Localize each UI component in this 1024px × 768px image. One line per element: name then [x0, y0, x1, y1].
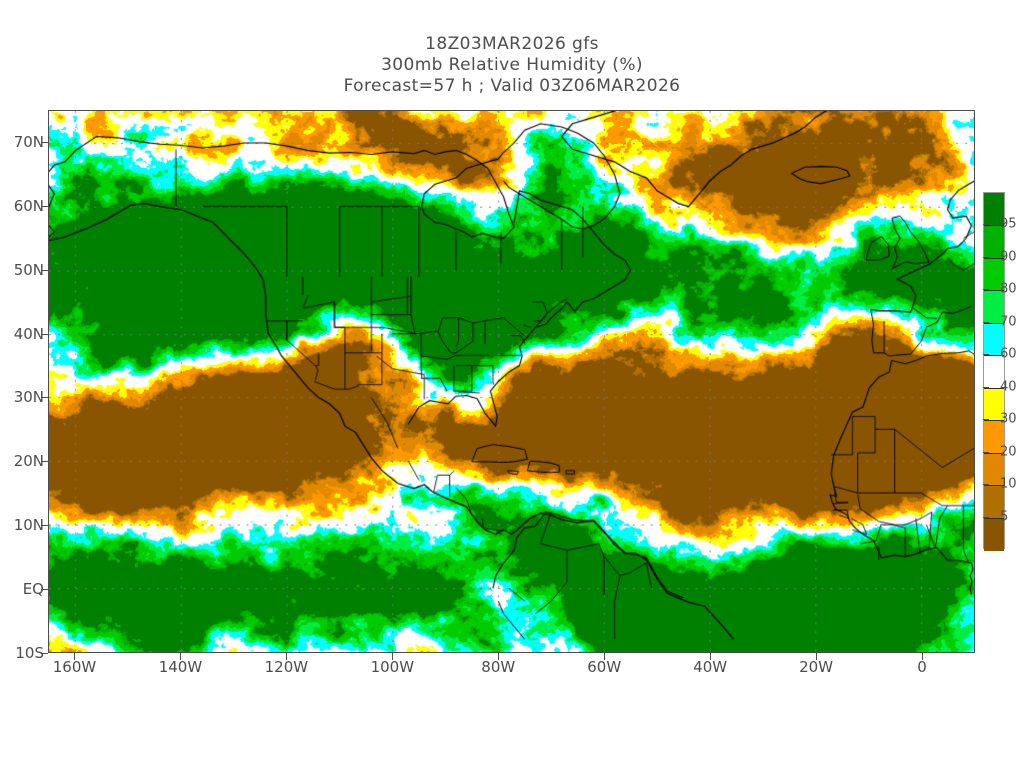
- title-line-variable: 300mb Relative Humidity (%): [381, 55, 643, 75]
- colorbar-band: [984, 355, 1004, 389]
- colorbar-tick-label: 40: [1000, 379, 1017, 395]
- colorbar-tick-label: 95: [1000, 216, 1017, 232]
- colorbar-tick-mark: [983, 321, 989, 323]
- latitude-tick-mark: [41, 525, 48, 527]
- longitude-tick-mark: [180, 653, 182, 660]
- colorbar-tick-mark: [983, 451, 989, 453]
- latitude-tick-mark: [41, 397, 48, 399]
- colorbar-band: [984, 387, 1004, 421]
- latitude-tick-mark: [41, 653, 48, 654]
- latitude-tick-label: 50N: [13, 260, 44, 279]
- colorbar-tick-label: 70: [1000, 314, 1017, 330]
- colorbar-band-separator: [984, 257, 1004, 259]
- longitude-tick-label: 140W: [158, 658, 203, 676]
- colorbar-tick-label: 90: [1000, 249, 1017, 265]
- colorbar-band-separator: [984, 322, 1004, 324]
- colorbar-band-separator: [984, 485, 1004, 487]
- colorbar-band-separator: [984, 420, 1004, 422]
- colorbar-band-separator: [984, 355, 1004, 357]
- latitude-tick-label: 40N: [13, 324, 44, 343]
- colorbar-tick-mark: [983, 516, 989, 518]
- longitude-tick-mark: [922, 653, 924, 660]
- colorbar-tick-mark: [983, 256, 989, 258]
- colorbar-tick-mark: [983, 419, 989, 421]
- longitude-tick-label: 100W: [370, 658, 415, 676]
- longitude-tick-label: 60W: [587, 658, 622, 676]
- colorbar-tick-label: 30: [1000, 411, 1017, 427]
- longitude-tick-label: 0: [917, 658, 927, 676]
- colorbar-band-separator: [984, 452, 1004, 454]
- title-line-model: 18Z03MAR2026 gfs: [425, 34, 599, 54]
- latitude-tick-label: 70N: [13, 132, 44, 151]
- longitude-tick-mark: [74, 653, 76, 660]
- longitude-tick-mark: [816, 653, 818, 660]
- colorbar-tick-label: 5: [1000, 509, 1009, 525]
- colorbar-band: [984, 420, 1004, 454]
- colorbar-tick-label: 10: [1000, 476, 1017, 492]
- colorbar-band: [984, 225, 1004, 259]
- latitude-tick-mark: [41, 333, 48, 335]
- longitude-tick-label: 20W: [799, 658, 834, 676]
- latitude-tick-mark: [41, 205, 48, 207]
- colorbar-band: [984, 322, 1004, 356]
- colorbar-tick-mark: [983, 386, 989, 388]
- latitude-tick-label: EQ: [22, 580, 44, 599]
- longitude-tick-mark: [710, 653, 712, 660]
- longitude-tick-label: 80W: [481, 658, 516, 676]
- colorbar-band-separator: [984, 225, 1004, 227]
- latitude-tick-mark: [41, 141, 48, 143]
- colorbar-band-separator: [984, 290, 1004, 292]
- longitude-tick-mark: [286, 653, 288, 660]
- longitude-tick-mark: [392, 653, 394, 660]
- colorbar-tick-mark: [983, 289, 989, 291]
- colorbar-tick-label: 20: [1000, 444, 1017, 460]
- colorbar-band-separator: [984, 517, 1004, 519]
- colorbar-tick-mark: [983, 354, 989, 356]
- latitude-tick-mark: [41, 589, 48, 591]
- colorbar-tick-mark: [983, 484, 989, 486]
- latitude-tick-mark: [41, 461, 48, 463]
- longitude-tick-label: 40W: [693, 658, 728, 676]
- latitude-tick-label: 10N: [13, 516, 44, 535]
- colorbar-band: [984, 257, 1004, 291]
- longitude-tick-mark: [498, 653, 500, 660]
- latitude-tick-label: 10S: [15, 644, 44, 662]
- latitude-tick-label: 30N: [13, 388, 44, 407]
- relative-humidity-heatmap: [49, 111, 974, 652]
- colorbar-band: [984, 517, 1004, 551]
- colorbar-legend: [983, 192, 1005, 551]
- colorbar-band-separator: [984, 387, 1004, 389]
- map-plot-area: [48, 110, 975, 653]
- colorbar-band: [984, 452, 1004, 486]
- colorbar-tick-label: 80: [1000, 281, 1017, 297]
- colorbar-tick-mark: [983, 224, 989, 226]
- latitude-tick-mark: [41, 269, 48, 271]
- latitude-tick-label: 60N: [13, 196, 44, 215]
- longitude-tick-label: 160W: [52, 658, 97, 676]
- latitude-tick-label: 20N: [13, 452, 44, 471]
- chart-title-block: 18Z03MAR2026 gfs 300mb Relative Humidity…: [0, 34, 1024, 97]
- longitude-tick-label: 120W: [264, 658, 309, 676]
- title-line-forecast: Forecast=57 h ; Valid 03Z06MAR2026: [343, 76, 681, 96]
- colorbar-band: [984, 485, 1004, 519]
- longitude-tick-mark: [604, 653, 606, 660]
- colorbar-band: [984, 290, 1004, 324]
- colorbar-band: [984, 193, 1004, 227]
- colorbar-tick-label: 60: [1000, 346, 1017, 362]
